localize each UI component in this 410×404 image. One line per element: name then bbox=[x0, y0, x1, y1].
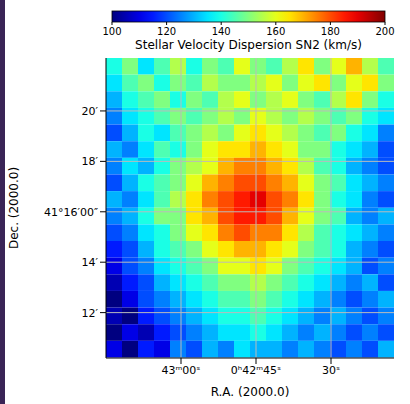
svg-text:0ʰ42ᵐ45ˢ: 0ʰ42ᵐ45ˢ bbox=[231, 364, 281, 377]
svg-text:Stellar Velocity Dispersion SN: Stellar Velocity Dispersion SN2 (km/s) bbox=[135, 38, 362, 52]
svg-text:140: 140 bbox=[212, 26, 231, 37]
svg-text:30ˢ: 30ˢ bbox=[322, 364, 340, 377]
svg-text:200: 200 bbox=[375, 26, 394, 37]
svg-text:180: 180 bbox=[321, 26, 340, 37]
svg-text:120: 120 bbox=[157, 26, 176, 37]
svg-text:20′: 20′ bbox=[82, 105, 99, 118]
svg-text:43ᵐ00ˢ: 43ᵐ00ˢ bbox=[162, 364, 201, 377]
svg-text:Dec. (2000.0): Dec. (2000.0) bbox=[7, 167, 21, 249]
svg-text:R.A. (2000.0): R.A. (2000.0) bbox=[211, 385, 290, 399]
svg-text:14′: 14′ bbox=[82, 256, 99, 269]
svg-text:160: 160 bbox=[266, 26, 285, 37]
svg-text:41°16′00″: 41°16′00″ bbox=[44, 206, 98, 219]
svg-text:12′: 12′ bbox=[82, 307, 99, 320]
svg-text:18′: 18′ bbox=[82, 155, 99, 168]
svg-text:100: 100 bbox=[102, 26, 121, 37]
